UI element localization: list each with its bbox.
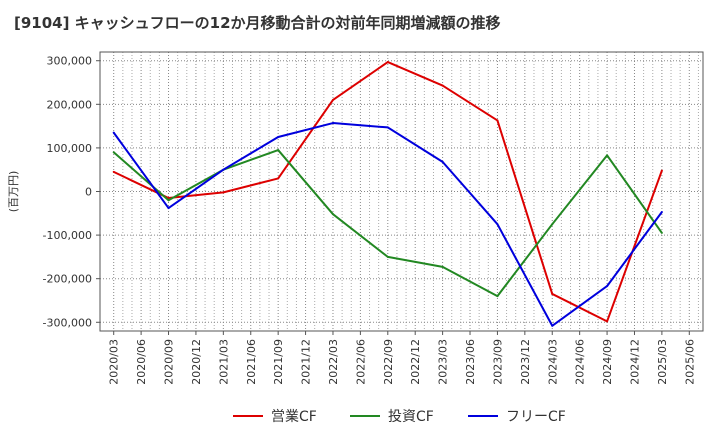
data-point xyxy=(660,169,663,172)
x-tick-label: 2023/06 xyxy=(464,339,477,385)
data-point xyxy=(222,191,225,194)
x-tick-label: 2022/12 xyxy=(409,339,422,385)
x-tick-label: 2025/03 xyxy=(656,339,669,385)
legend-layer: 営業CF 投資CF フリーCF xyxy=(233,409,566,425)
legend-label-1: 投資CF xyxy=(388,409,434,425)
data-point xyxy=(551,292,554,295)
data-point xyxy=(660,231,663,234)
data-point xyxy=(496,223,499,226)
x-tick-label: 2020/12 xyxy=(190,339,203,385)
x-tick-label: 2020/09 xyxy=(163,339,176,385)
x-tick-label: 2020/03 xyxy=(108,339,121,385)
data-point xyxy=(112,151,115,154)
y-tick-label: 100,000 xyxy=(47,142,93,155)
data-point xyxy=(386,61,389,64)
x-tick-label: 2022/03 xyxy=(327,339,340,385)
x-tick-label: 2021/09 xyxy=(272,339,285,385)
data-point xyxy=(112,131,115,134)
data-point xyxy=(167,199,170,202)
data-point xyxy=(660,210,663,213)
y-tick-label: 200,000 xyxy=(47,98,93,111)
data-point xyxy=(496,295,499,298)
data-point xyxy=(222,168,225,171)
data-point xyxy=(441,84,444,87)
data-point xyxy=(112,170,115,173)
data-point xyxy=(277,177,280,180)
x-tick-label: 2023/03 xyxy=(437,339,450,385)
series-layer xyxy=(112,61,663,327)
y-tick-label: -200,000 xyxy=(43,273,92,286)
data-point xyxy=(441,160,444,163)
data-point xyxy=(496,119,499,122)
data-point xyxy=(277,136,280,139)
y-tick-label: -100,000 xyxy=(43,229,92,242)
data-point xyxy=(606,285,609,288)
data-point xyxy=(277,149,280,152)
y-axis-label: (百万円) xyxy=(7,171,20,213)
x-tick-label: 2022/06 xyxy=(354,339,367,385)
y-tick-label: 0 xyxy=(85,186,92,199)
data-point xyxy=(386,255,389,258)
x-tick-label: 2024/06 xyxy=(574,339,587,385)
y-tick-label: -300,000 xyxy=(43,316,92,329)
data-point xyxy=(331,213,334,216)
legend-label-0: 営業CF xyxy=(271,409,317,425)
data-point xyxy=(386,126,389,129)
legend-label-2: フリーCF xyxy=(506,409,566,425)
data-point xyxy=(551,324,554,327)
y-tick-label: 300,000 xyxy=(47,55,93,68)
data-point xyxy=(606,154,609,157)
x-tick-label: 2023/09 xyxy=(491,339,504,385)
x-tick-label: 2025/06 xyxy=(683,339,696,385)
x-tick-label: 2024/12 xyxy=(628,339,641,385)
x-tick-label: 2023/12 xyxy=(519,339,532,385)
grid-layer xyxy=(100,52,703,331)
x-tick-label: 2021/03 xyxy=(217,339,230,385)
chart-title: [9104] キャッシュフローの12か月移動合計の対前年同期増減額の推移 xyxy=(14,14,501,32)
x-tick-label: 2024/03 xyxy=(546,339,559,385)
data-point xyxy=(606,320,609,323)
data-point xyxy=(331,98,334,101)
x-tick-label: 2020/06 xyxy=(135,339,148,385)
x-tick-label: 2021/12 xyxy=(300,339,313,385)
x-tick-label: 2022/09 xyxy=(382,339,395,385)
x-tick-label: 2021/06 xyxy=(245,339,258,385)
data-point xyxy=(331,122,334,125)
data-point xyxy=(441,265,444,268)
axis-layer: 300,000 200,000 100,000 0 -100,000 -200,000 -3… xyxy=(7,51,704,385)
x-tick-label: 2024/09 xyxy=(601,339,614,385)
data-point xyxy=(551,223,554,226)
data-point xyxy=(167,207,170,210)
